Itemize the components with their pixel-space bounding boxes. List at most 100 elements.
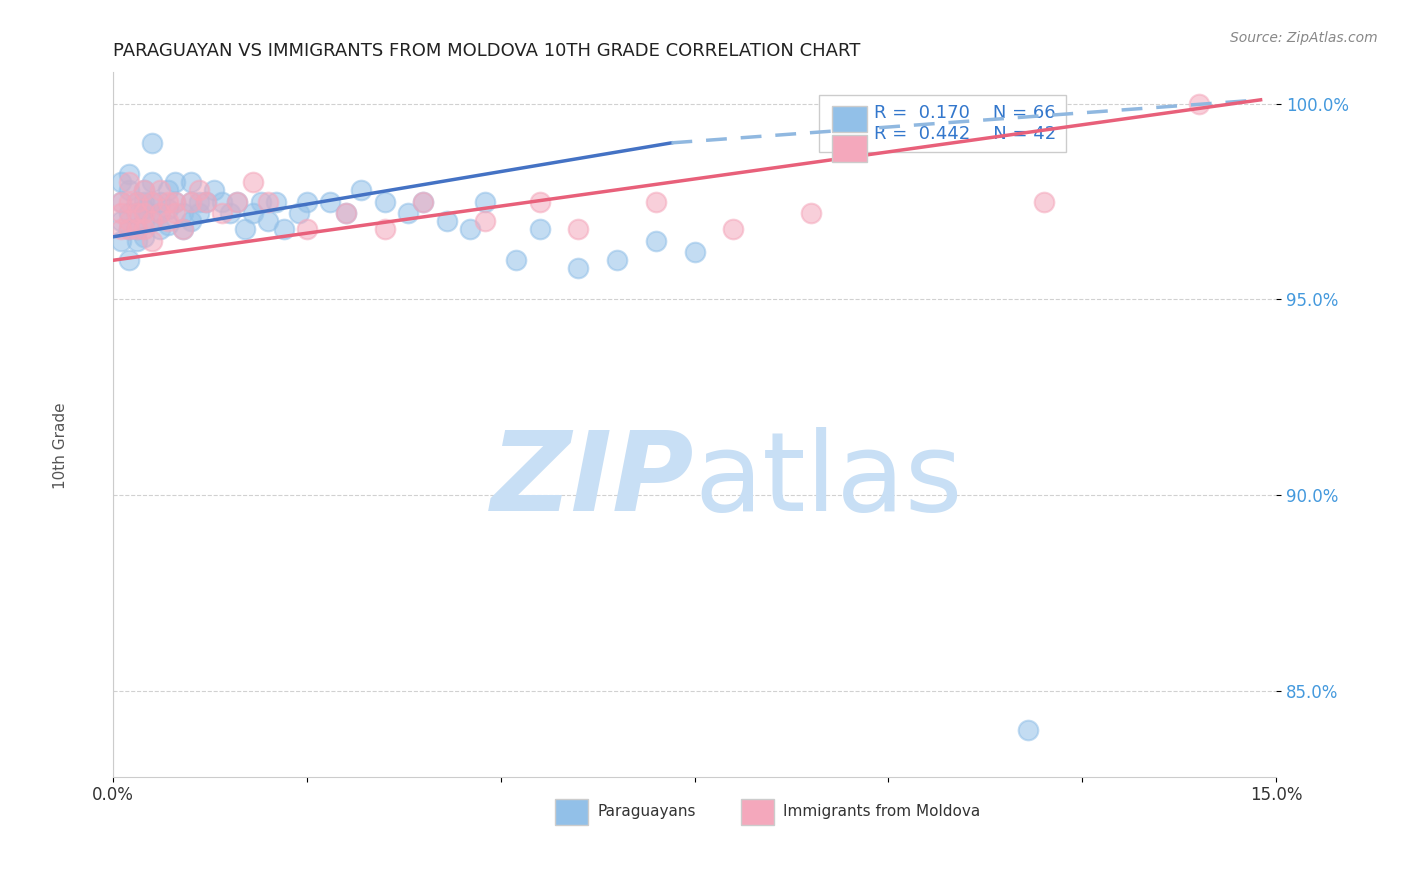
FancyBboxPatch shape [832,135,866,161]
Point [118,222,141,236]
Point [141,214,163,228]
Point [436,214,458,228]
Point [242,175,264,189]
Point [125,222,148,236]
Point [180,175,202,189]
Point [141,194,163,209]
FancyBboxPatch shape [741,799,773,825]
Point [335,206,357,220]
Point [412,194,434,209]
Point [242,206,264,220]
Point [187,194,209,209]
Text: ZIP: ZIP [491,427,695,534]
Point [165,194,187,209]
Point [1187,96,1209,111]
Point [257,214,280,228]
Point [125,234,148,248]
Point [374,222,396,236]
Point [211,194,233,209]
Point [211,206,233,220]
Point [458,222,481,236]
Point [110,194,132,209]
Point [134,183,156,197]
Point [172,206,194,220]
Point [125,206,148,220]
Point [218,206,240,220]
Point [645,234,668,248]
Point [134,202,156,217]
Point [118,214,141,228]
Point [723,222,745,236]
Point [474,214,496,228]
Point [683,245,706,260]
Point [505,253,527,268]
Point [412,194,434,209]
Point [149,194,172,209]
Point [529,222,551,236]
Point [165,175,187,189]
Point [295,194,318,209]
Point [134,183,156,197]
Point [141,234,163,248]
Point [295,222,318,236]
Point [172,222,194,236]
Point [257,194,280,209]
Point [180,194,202,209]
Point [118,167,141,181]
Point [118,222,141,236]
Point [118,206,141,220]
Point [180,214,202,228]
Point [226,194,249,209]
Point [165,206,187,220]
Text: R =  0.170    N = 66
        R =  0.442    N = 42: R = 0.170 N = 66 R = 0.442 N = 42 [828,104,1057,143]
Point [288,206,311,220]
Point [335,206,357,220]
Point [800,206,823,220]
Point [110,194,132,209]
Point [125,222,148,236]
Text: Source: ZipAtlas.com: Source: ZipAtlas.com [1230,31,1378,45]
Point [180,194,202,209]
Point [149,206,172,220]
Point [1032,194,1054,209]
Point [125,194,148,209]
Point [134,222,156,236]
Point [156,202,179,217]
Point [396,206,419,220]
Point [110,175,132,189]
Point [156,194,179,209]
Point [374,194,396,209]
Point [110,214,132,228]
Point [264,194,287,209]
Point [249,194,271,209]
Point [567,222,589,236]
Text: Immigrants from Moldova: Immigrants from Moldova [783,805,980,820]
Point [134,206,156,220]
Point [172,222,194,236]
Point [195,194,218,209]
Point [118,194,141,209]
Point [134,214,156,228]
Text: PARAGUAYAN VS IMMIGRANTS FROM MOLDOVA 10TH GRADE CORRELATION CHART: PARAGUAYAN VS IMMIGRANTS FROM MOLDOVA 10… [114,42,860,60]
Point [273,222,295,236]
Point [165,194,187,209]
Point [141,175,163,189]
Point [125,194,148,209]
Point [141,214,163,228]
Point [233,222,256,236]
Point [110,234,132,248]
Point [645,194,668,209]
Point [195,194,218,209]
Point [350,183,373,197]
Point [134,229,156,244]
Point [567,261,589,276]
Text: 10th Grade: 10th Grade [53,402,69,490]
Point [187,183,209,197]
Point [202,183,225,197]
Text: Paraguayans: Paraguayans [598,805,696,820]
Point [156,218,179,232]
Point [529,194,551,209]
Point [187,206,209,220]
Point [141,136,163,150]
Point [110,222,132,236]
